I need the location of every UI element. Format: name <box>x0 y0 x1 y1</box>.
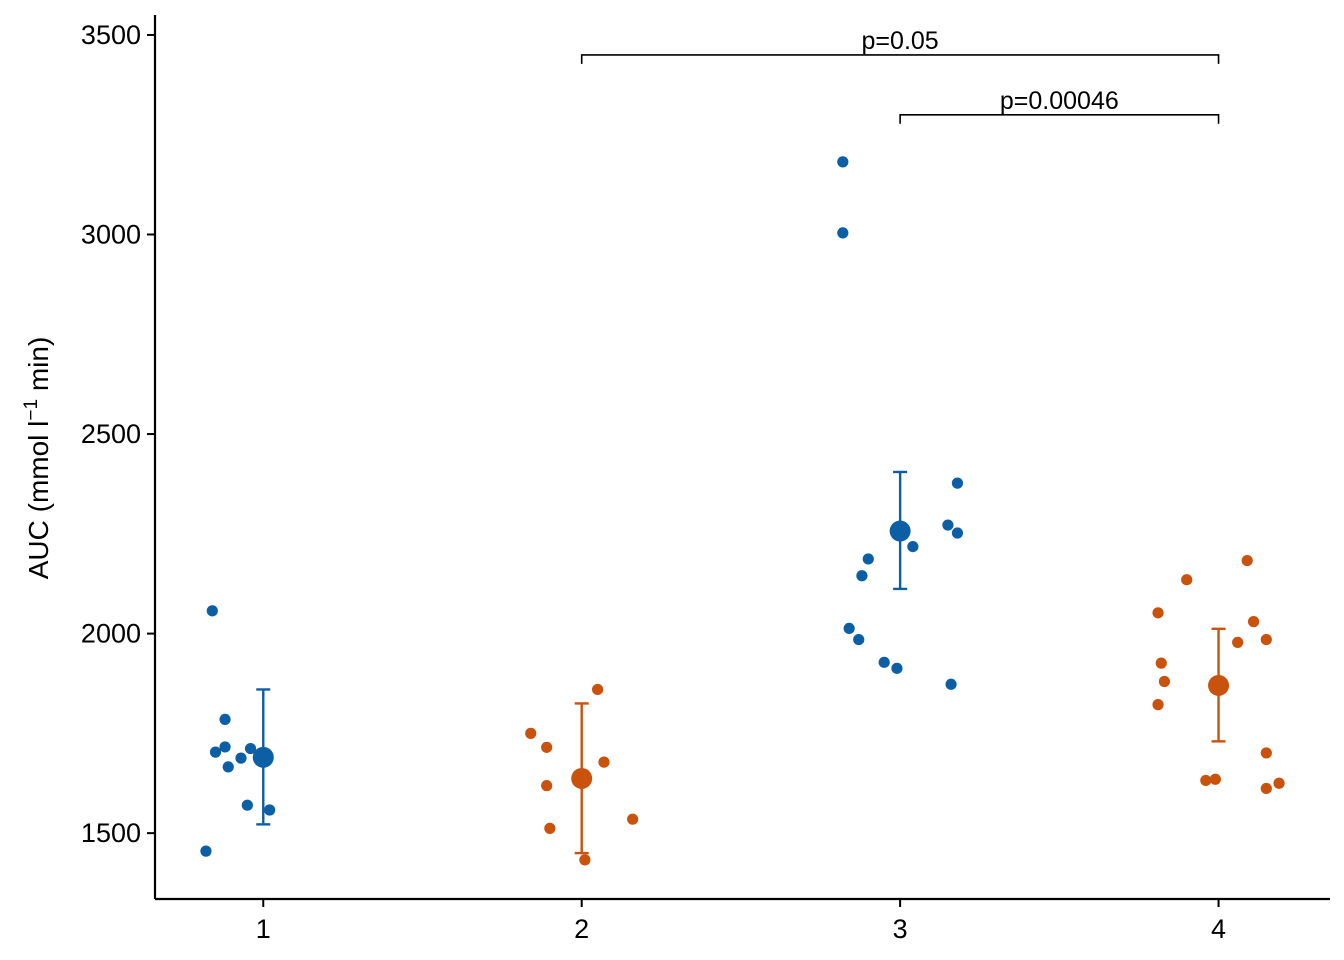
data-point <box>627 813 639 825</box>
data-point <box>244 742 257 755</box>
group-mean <box>889 520 911 542</box>
data-point <box>1155 657 1167 669</box>
data-point <box>592 683 604 696</box>
data-point <box>862 553 874 565</box>
y-tick-label: 1500 <box>81 818 141 848</box>
data-point <box>209 746 222 758</box>
data-point <box>598 756 610 768</box>
y-tick-label: 2500 <box>81 419 141 449</box>
data-point <box>1247 616 1260 628</box>
data-point <box>544 822 556 834</box>
y-tick-label: 3500 <box>81 20 141 50</box>
x-axis-ticks: 1 2 3 4 <box>256 899 1226 944</box>
y-axis-title-suffix: min) <box>23 337 54 399</box>
data-point <box>837 227 849 239</box>
data-point <box>579 854 591 866</box>
data-point <box>1152 699 1164 711</box>
y-axis-title-superscript: −1 <box>21 399 42 421</box>
data-point <box>945 678 957 690</box>
data-point <box>525 727 537 739</box>
significance-brackets: p=0.05 p=0.00046 <box>580 27 1220 124</box>
significance-bracket <box>580 54 1220 64</box>
data-point <box>1158 675 1171 688</box>
group-mean <box>1208 674 1230 696</box>
p-value-label: p=0.05 <box>862 27 939 55</box>
data-point <box>1209 773 1221 785</box>
data-point <box>1260 633 1272 646</box>
data-point <box>200 845 212 857</box>
data-point <box>219 741 231 753</box>
data-point <box>1181 574 1193 586</box>
data-point <box>235 752 247 764</box>
data-point <box>942 519 954 531</box>
x-tick-label: 4 <box>1211 914 1226 944</box>
y-tick-label: 3000 <box>81 220 141 250</box>
data-point <box>264 804 276 816</box>
data-point <box>219 713 231 726</box>
data-point <box>878 656 890 668</box>
data-point <box>1260 782 1272 795</box>
data-point <box>541 741 553 753</box>
x-tick-label: 2 <box>574 914 589 944</box>
significance-bracket <box>899 113 1220 124</box>
data-point <box>853 633 865 646</box>
group-mean <box>571 767 593 789</box>
y-axis-ticks: 1500 2000 2500 3000 3500 <box>81 20 155 848</box>
x-tick-label: 3 <box>893 914 908 944</box>
data-marks <box>200 156 1285 866</box>
data-point <box>951 477 964 489</box>
data-point <box>856 570 868 582</box>
data-point <box>907 540 919 553</box>
group-mean <box>252 746 274 768</box>
data-point <box>843 622 855 635</box>
data-point <box>1232 636 1244 648</box>
data-point <box>891 662 903 674</box>
data-point <box>1273 777 1285 789</box>
data-point <box>222 761 234 773</box>
data-point <box>1241 554 1253 567</box>
data-point <box>1260 747 1272 759</box>
y-tick-label: 2000 <box>81 619 141 649</box>
data-point <box>1200 774 1212 787</box>
data-point <box>837 156 849 168</box>
y-axis-title: AUC (mmol l−1 min) <box>21 337 54 580</box>
data-point <box>541 780 553 792</box>
data-point <box>206 605 218 617</box>
x-tick-label: 1 <box>256 914 271 944</box>
p-value-label: p=0.00046 <box>1000 87 1119 115</box>
axes <box>153 15 1330 901</box>
data-point <box>241 799 253 811</box>
data-point <box>951 527 964 539</box>
data-point <box>1152 607 1164 619</box>
